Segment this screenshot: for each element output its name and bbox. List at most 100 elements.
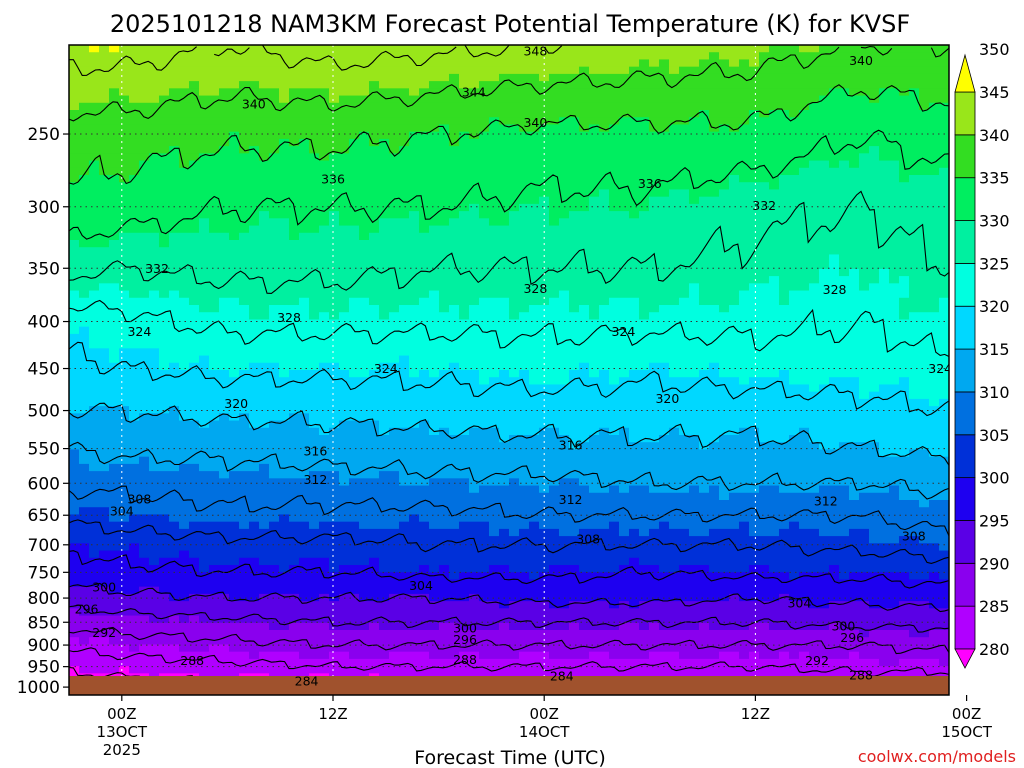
heatmap-cell [569, 362, 580, 371]
heatmap-cell [269, 543, 280, 552]
heatmap-cell [459, 66, 470, 75]
heatmap-cell [359, 117, 370, 126]
heatmap-cell [179, 268, 190, 277]
heatmap-cell [429, 160, 440, 169]
heatmap-cell [259, 478, 270, 487]
heatmap-cell [169, 471, 180, 479]
heatmap-cell [319, 507, 330, 516]
heatmap-cell [519, 651, 530, 660]
heatmap-cell [579, 117, 590, 126]
heatmap-cell [79, 478, 90, 487]
heatmap-cell [389, 420, 400, 429]
heatmap-cell [519, 167, 530, 176]
heatmap-cell [169, 240, 180, 248]
heatmap-cell [79, 557, 90, 566]
heatmap-cell [199, 391, 210, 400]
heatmap-cell [369, 593, 380, 602]
heatmap-cell [599, 485, 610, 494]
heatmap-cell [489, 586, 500, 595]
heatmap-cell [89, 514, 100, 523]
heatmap-cell [459, 471, 470, 479]
heatmap-cell [269, 637, 280, 646]
heatmap-cell [569, 160, 580, 169]
heatmap-cell [109, 211, 120, 219]
heatmap-cell [259, 348, 270, 357]
heatmap-cell [249, 341, 260, 349]
heatmap-cell [399, 95, 410, 104]
heatmap-cell [149, 521, 160, 530]
heatmap-cell [589, 355, 600, 364]
heatmap-cell [159, 406, 170, 414]
heatmap-cell [129, 435, 140, 443]
heatmap-cell [149, 218, 160, 227]
heatmap-cell [449, 442, 460, 451]
heatmap-cell [339, 95, 350, 104]
heatmap-cell [489, 268, 500, 277]
heatmap-cell [289, 348, 300, 357]
heatmap-cell [219, 88, 230, 97]
heatmap-cell [399, 81, 410, 89]
heatmap-cell [189, 305, 200, 313]
heatmap-cell [69, 442, 80, 451]
heatmap-cell [269, 247, 280, 256]
heatmap-cell [309, 449, 320, 458]
heatmap-cell [339, 398, 350, 407]
heatmap-cell [99, 478, 110, 487]
heatmap-cell [599, 370, 610, 378]
heatmap-cell [549, 276, 560, 284]
heatmap-cell [289, 333, 300, 342]
heatmap-cell [199, 305, 210, 313]
heatmap-cell [569, 601, 580, 609]
heatmap-cell [359, 528, 370, 537]
heatmap-cell [349, 608, 360, 617]
heatmap-cell [549, 413, 560, 422]
heatmap-cell [229, 514, 240, 523]
heatmap-cell [339, 59, 350, 68]
heatmap-cell [499, 384, 510, 393]
heatmap-cell [519, 463, 530, 472]
heatmap-cell [219, 160, 230, 169]
heatmap-cell [189, 196, 200, 205]
heatmap-cell [199, 492, 210, 501]
heatmap-cell [229, 81, 240, 89]
heatmap-cell [149, 283, 160, 292]
heatmap-cell [79, 211, 90, 219]
heatmap-cell [299, 52, 310, 61]
heatmap-cell [159, 442, 170, 451]
heatmap-cell [169, 225, 180, 234]
heatmap-cell [519, 290, 530, 299]
heatmap-cell [309, 297, 320, 306]
heatmap-cell [339, 160, 350, 169]
heatmap-cell [169, 138, 180, 147]
heatmap-cell [459, 138, 470, 147]
heatmap-cell [449, 276, 460, 284]
heatmap-cell [379, 565, 390, 573]
heatmap-cell [539, 218, 550, 227]
heatmap-cell [189, 644, 200, 653]
heatmap-cell [149, 543, 160, 552]
heatmap-cell [239, 196, 250, 205]
heatmap-cell [279, 550, 290, 559]
heatmap-cell [119, 666, 130, 674]
heatmap-cell [539, 211, 550, 219]
heatmap-cell [559, 73, 570, 82]
heatmap-cell [119, 247, 130, 256]
heatmap-cell [569, 651, 580, 660]
heatmap-cell [389, 586, 400, 595]
heatmap-cell [369, 131, 380, 140]
heatmap-cell [549, 666, 560, 674]
heatmap-cell [429, 88, 440, 97]
heatmap-cell [119, 384, 130, 393]
heatmap-cell [129, 232, 140, 241]
heatmap-cell [389, 622, 400, 631]
heatmap-cell [549, 196, 560, 205]
heatmap-cell [539, 182, 550, 191]
heatmap-cell [219, 45, 230, 53]
heatmap-cell [319, 492, 330, 501]
heatmap-cell [209, 326, 220, 335]
heatmap-cell [369, 333, 380, 342]
heatmap-cell [319, 341, 330, 349]
heatmap-cell [69, 579, 80, 588]
heatmap-cell [379, 471, 390, 479]
heatmap-cell [189, 586, 200, 595]
